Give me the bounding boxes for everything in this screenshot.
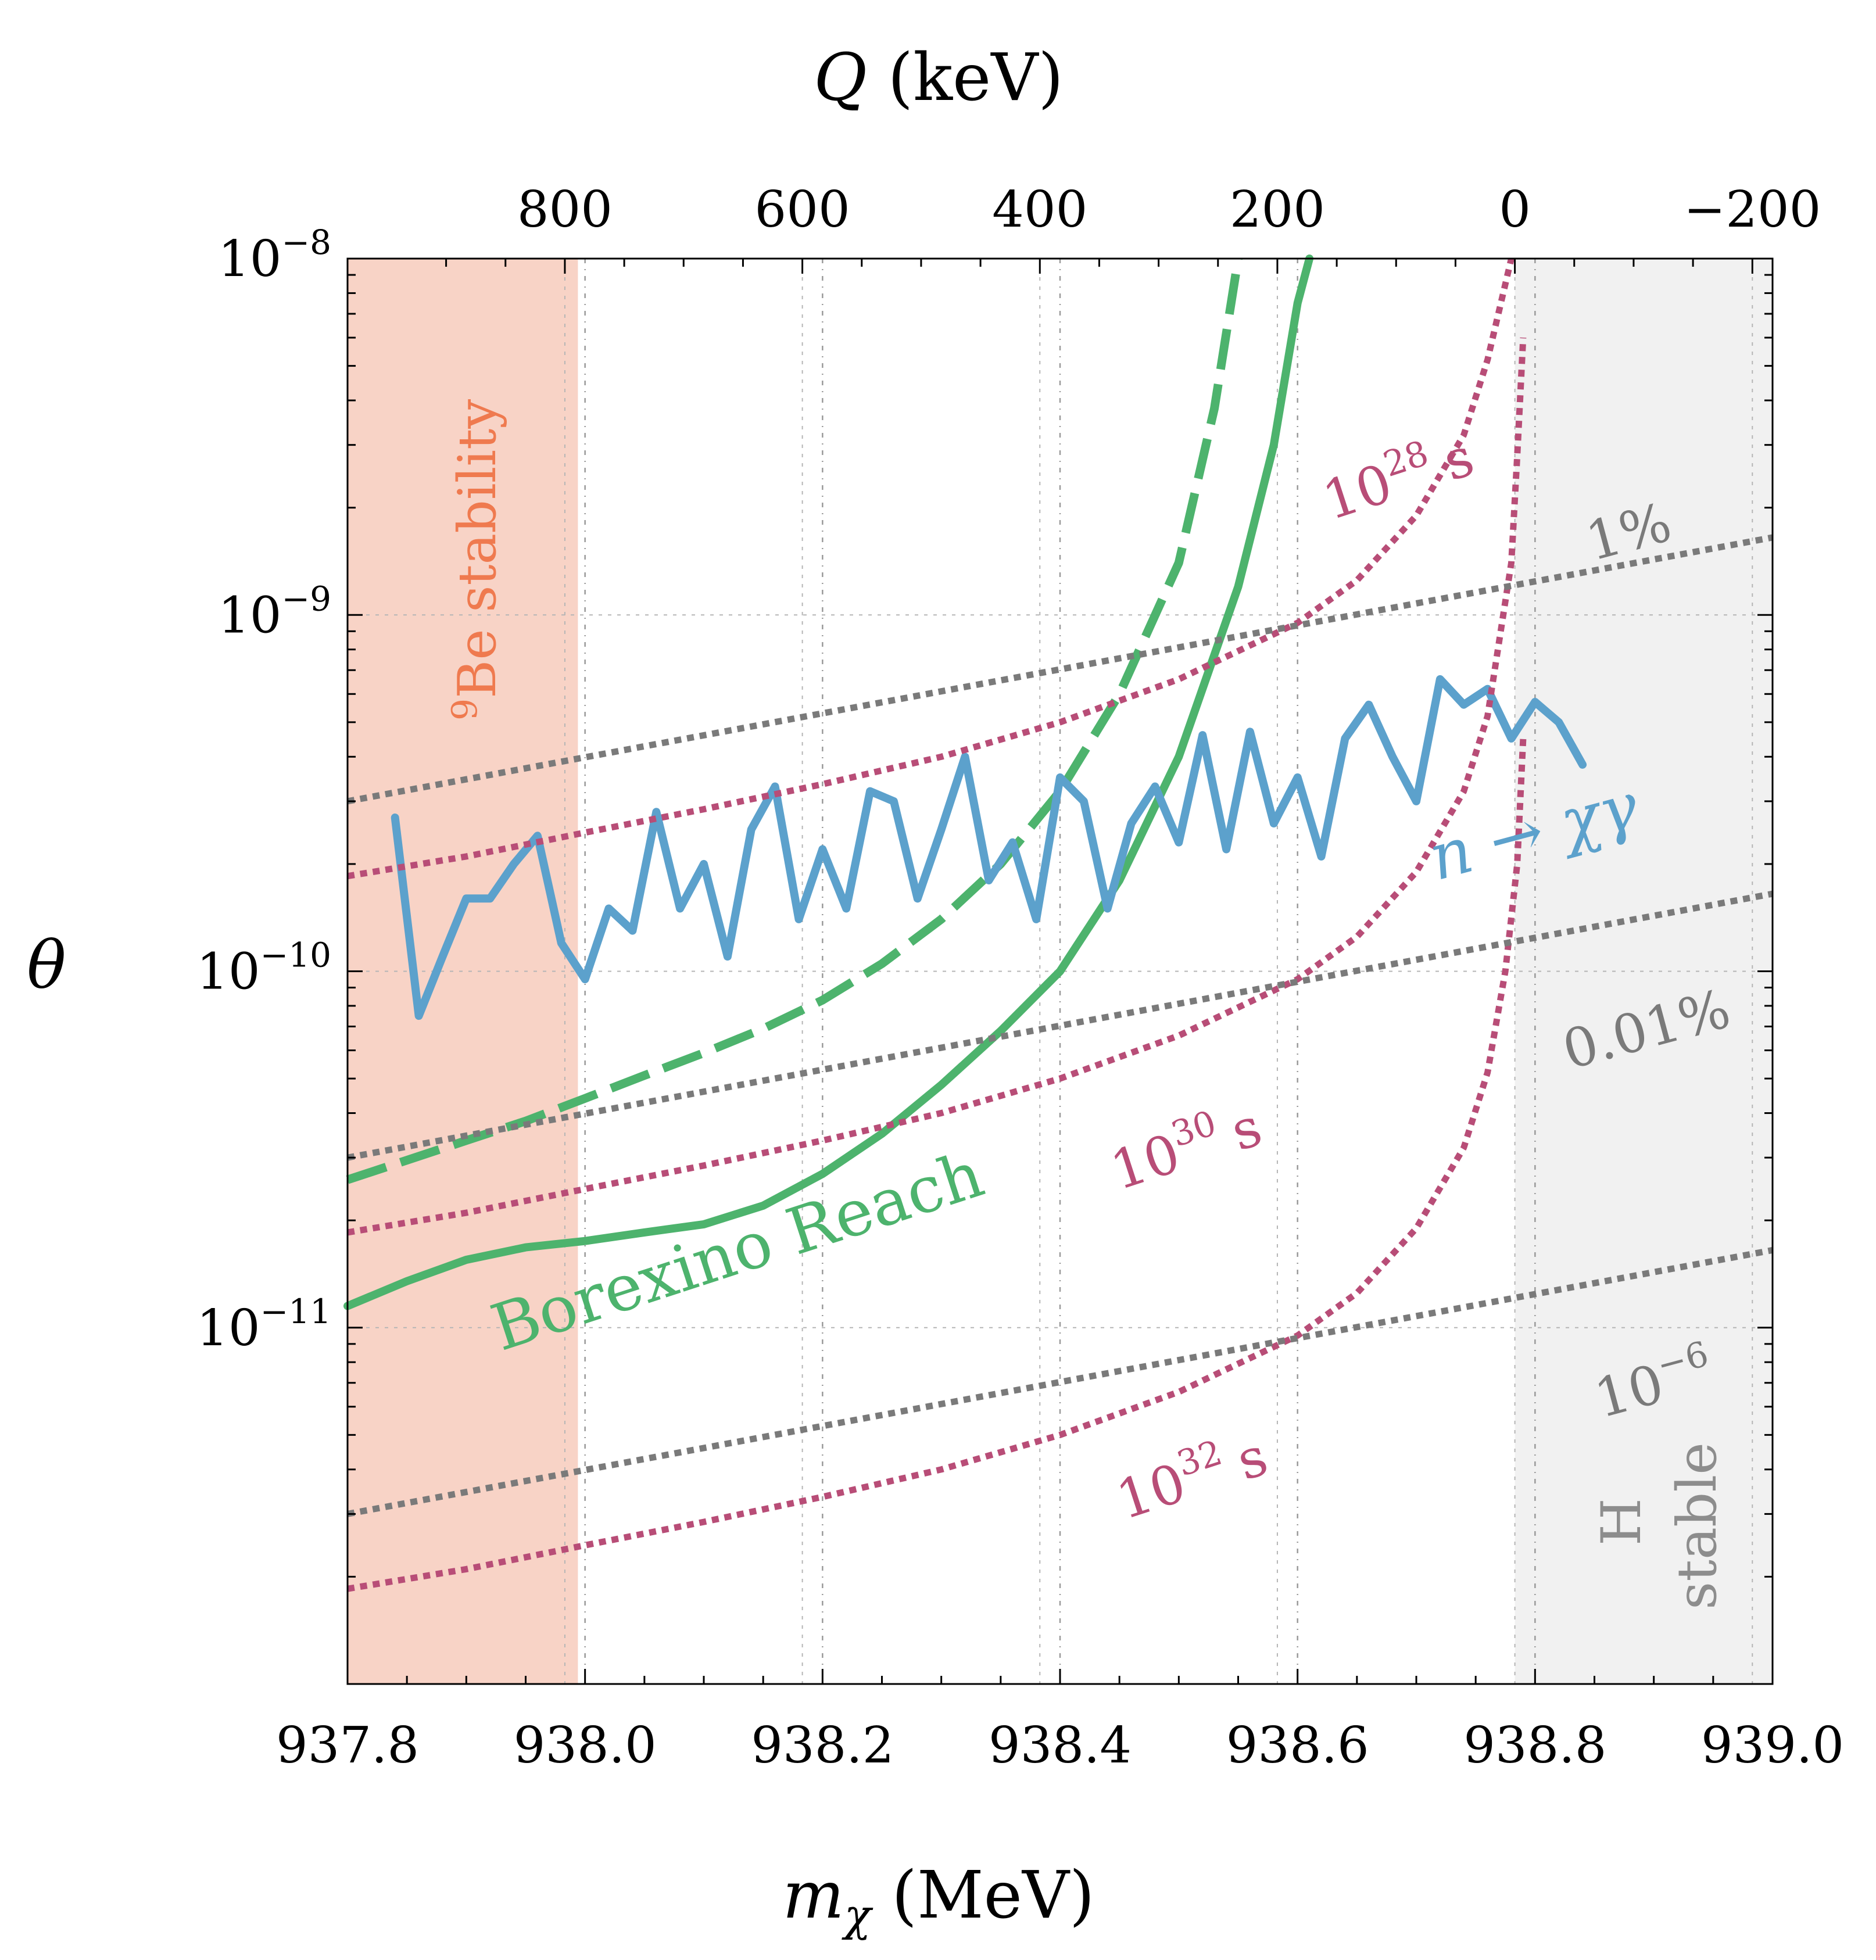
y-axis-title: θ: [27, 928, 66, 1004]
lifetime-28-label: 1028s: [1314, 420, 1481, 532]
x-tick-label: 937.8: [276, 1717, 419, 1775]
series-line-1: [346, 257, 1243, 1184]
lifetime-30-label: 1030s: [1102, 1090, 1269, 1202]
series-line-2: [391, 675, 1587, 1020]
x2-tick-label: −200: [1684, 181, 1821, 239]
series-line-3: [347, 257, 1515, 880]
tick-labels: 937.8 938.0 938.2 938.4 938.6 938.8 939.0 800 60…: [196, 181, 1844, 1775]
series-line-6: [346, 534, 1774, 805]
x2-tick-label: 400: [992, 181, 1087, 239]
axis-ticks: [346, 259, 1774, 1685]
shaded-regions: [348, 259, 1773, 1684]
series-line-8: [346, 1246, 1774, 1517]
x-tick-label: 938.6: [1226, 1717, 1369, 1775]
y-tick-label: 10−11: [196, 1292, 331, 1357]
y-tick-label: 10−10: [196, 936, 331, 1001]
series-line-4: [347, 337, 1527, 1236]
h-stable-label: stable: [1666, 1442, 1729, 1610]
x-tick-label: 938.8: [1463, 1717, 1606, 1775]
x2-tick-label: 0: [1499, 181, 1531, 239]
be-stability-label: 9Be stability: [445, 399, 508, 721]
x-tick-label: 938.0: [514, 1717, 657, 1775]
h-stable-h-label: H: [1590, 1498, 1653, 1546]
lifetime-32-label: 1032s: [1108, 1420, 1275, 1532]
gridlines: [348, 259, 1773, 1684]
x-axis-title: mχ (MeV): [782, 1858, 1094, 1941]
x-tick-label: 938.4: [989, 1717, 1132, 1775]
x2-tick-label: 800: [517, 181, 613, 239]
series-line-0: [343, 255, 1314, 1310]
x-tick-label: 939.0: [1701, 1717, 1844, 1775]
data-series: [343, 255, 1774, 1592]
x2-axis-title: Q (keV): [814, 40, 1064, 116]
x2-tick-label: 200: [1230, 181, 1325, 239]
series-line-7: [346, 890, 1774, 1161]
y-tick-label: 10−8: [218, 223, 331, 288]
x-tick-label: 938.2: [751, 1717, 894, 1775]
x2-tick-label: 600: [755, 181, 850, 239]
series-line-5: [347, 738, 1527, 1592]
y-tick-label: 10−9: [218, 579, 331, 644]
